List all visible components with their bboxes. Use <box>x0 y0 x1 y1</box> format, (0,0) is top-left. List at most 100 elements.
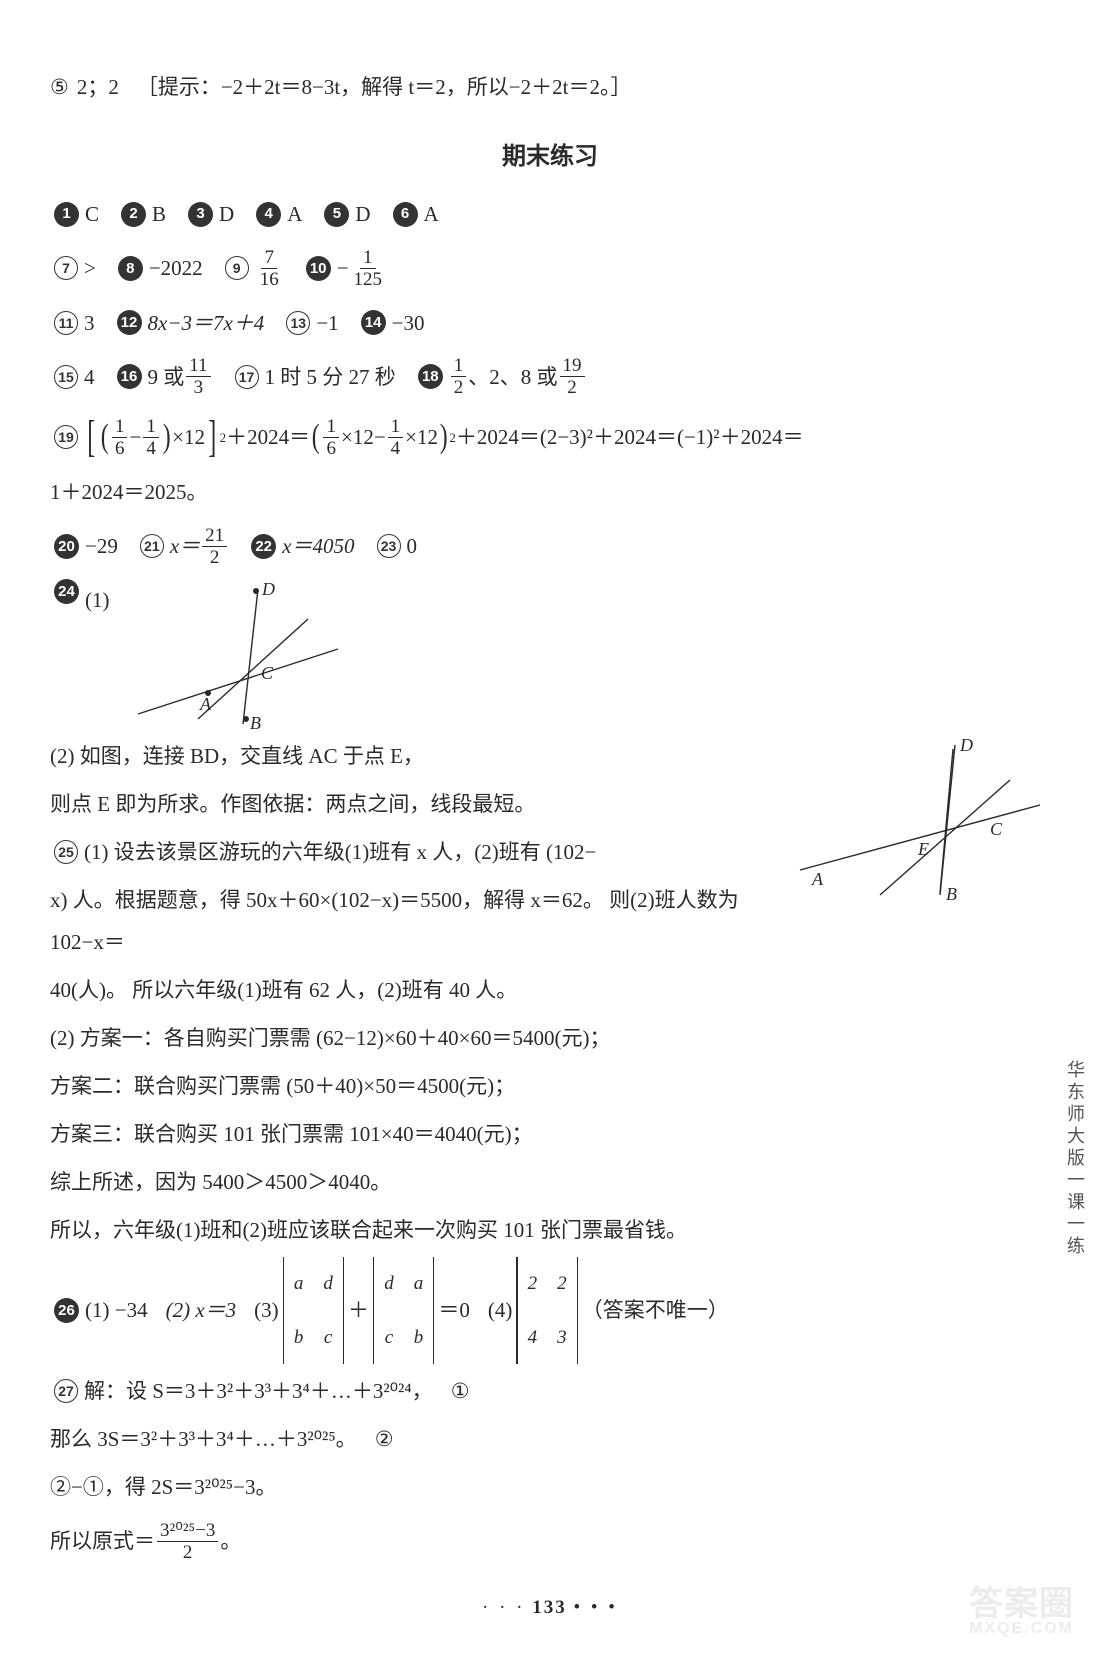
qnum-26: 26 <box>54 1298 79 1323</box>
qnum-3: 3 <box>188 202 213 227</box>
q19-tail: ＋2024＝(2−3)²＋2024＝(−1)²＋2024＝ <box>456 410 804 465</box>
q26-row: 26 (1) −34 (2) x＝3 (3) adbc ＋ dacb ＝0 (4… <box>50 1257 1050 1364</box>
ans-18-mid: 、2、8 或 <box>468 350 557 405</box>
ans-21-pre: x＝ <box>170 519 200 574</box>
qnum-13: 13 <box>286 311 310 335</box>
q26-det3: 2243 <box>516 1257 577 1364</box>
svg-text:E: E <box>917 839 929 859</box>
qnum-17: 17 <box>235 365 259 389</box>
svg-text:D: D <box>959 735 973 755</box>
q25-l5: 方案二：联合购买门票需 (50＋40)×50＝4500(元)； <box>50 1065 1050 1107</box>
qnum-22: 22 <box>251 534 276 559</box>
q25-l6: 方案三：联合购买 101 张门票需 101×40＝4040(元)； <box>50 1113 1050 1155</box>
svg-text:B: B <box>946 884 957 904</box>
qnum-1: 1 <box>54 202 79 227</box>
q26-p3pre: (3) <box>254 1283 279 1338</box>
answers-row-3: 113 128x−3＝7x＋4 13−1 14−30 <box>50 302 1050 344</box>
svg-text:A: A <box>199 694 212 714</box>
q27-l4: 所以原式＝ 3²⁰²⁵−32 。 <box>50 1514 1050 1569</box>
ans-14: −30 <box>392 302 425 344</box>
ans-18-frac-b: 192 <box>560 356 585 397</box>
answers-row-5b: 1＋2024＝2025。 <box>50 471 1050 513</box>
q25-l8: 所以，六年级(1)班和(2)班应该联合起来一次购买 101 张门票最省钱。 <box>50 1209 1050 1251</box>
q27-result-frac: 3²⁰²⁵−32 <box>157 1521 218 1562</box>
q26-p4pre: (4) <box>488 1283 513 1338</box>
svg-text:C: C <box>261 663 274 683</box>
ans-16-frac: 113 <box>186 356 210 397</box>
footer-dots-right: • • • <box>574 1597 618 1618</box>
answers-row-1: 1C 2B 3D 4A 5D 6A <box>50 193 1050 235</box>
q19-frac-4: 14 <box>388 417 404 458</box>
qnum-2: 2 <box>121 202 146 227</box>
q25-l7: 综上所述，因为 5400＞4500＞4040。 <box>50 1161 1050 1203</box>
svg-text:A: A <box>811 869 824 889</box>
ans-11: 3 <box>84 302 95 344</box>
answers-row-2: 7> 8−2022 9 716 10 − 1125 <box>50 241 1050 296</box>
q25-l4: (2) 方案一：各自购买门票需 (62−12)×60＋40×60＝5400(元)… <box>50 1017 1050 1059</box>
qnum-10: 10 <box>306 256 331 281</box>
page: ⑤ 2；2 ［提示：−2＋2t＝8−3t，解得 t＝2，所以−2＋2t＝2。］ … <box>0 0 1100 1659</box>
qnum-24: 24 <box>54 579 79 604</box>
q19-frac-1: 16 <box>112 417 128 458</box>
qnum-27: 27 <box>54 1379 78 1403</box>
svg-text:C: C <box>990 819 1003 839</box>
ans-7: > <box>84 241 96 296</box>
qnum-21: 21 <box>140 534 164 558</box>
q26-det1: adbc <box>283 1257 344 1364</box>
ans-23: 0 <box>407 519 418 574</box>
answers-row-5: 19 [( 16 − 14 )×12]2 ＋2024＝ ( 16 ×12− 14… <box>50 410 1050 465</box>
ans-21-frac: 212 <box>202 526 227 567</box>
top-hint: ［提示：−2＋2t＝8−3t，解得 t＝2，所以−2＋2t＝2。］ <box>137 66 632 108</box>
q25-l2: x) 人。根据题意，得 50x＋60×(102−x)＝5500，解得 x＝62。… <box>50 879 780 963</box>
section-title: 期末练习 <box>50 136 1050 171</box>
q26-p4post: （答案不唯一） <box>582 1283 729 1338</box>
qnum-19: 19 <box>54 425 78 449</box>
q26-p2: (2) x＝3 <box>166 1283 237 1338</box>
q24-2a: (2) 如图，连接 BD，交直线 AC 于点 E， <box>50 735 780 777</box>
qnum-12: 12 <box>117 310 142 335</box>
ans-16a: 9 或 <box>148 350 185 405</box>
q24-2b: 则点 E 即为所求。作图依据：两点之间，线段最短。 <box>50 783 780 825</box>
ans-10-frac: 1125 <box>351 248 386 289</box>
q26-p1: (1) −34 <box>85 1283 148 1338</box>
ans-20: −29 <box>85 519 118 574</box>
page-footer: · · · 133 • • • <box>50 1597 1050 1619</box>
ans-4: A <box>287 193 302 235</box>
ans-1: C <box>85 193 99 235</box>
q19-frac-2: 14 <box>143 417 159 458</box>
ans-2: B <box>152 193 166 235</box>
qnum-11: 11 <box>54 311 78 335</box>
qnum-5: 5 <box>324 202 349 227</box>
ans-17: 1 时 5 分 27 秒 <box>265 350 396 405</box>
top-hint-line: ⑤ 2；2 ［提示：−2＋2t＝8−3t，解得 t＝2，所以−2＋2t＝2。］ <box>50 66 1050 108</box>
q27-l2: 那么 3S＝3²＋3³＋3⁴＋…＋3²⁰²⁵。② <box>50 1418 1050 1460</box>
answers-row-6: 20−29 21 x＝ 212 22x＝4050 230 <box>50 519 1050 574</box>
qnum-18: 18 <box>418 364 443 389</box>
footer-page-number: 133 <box>532 1597 567 1618</box>
ans-18-frac-a: 12 <box>451 356 467 397</box>
q26-det2: dacb <box>373 1257 434 1364</box>
svg-text:D: D <box>261 579 275 599</box>
ans-13: −1 <box>316 302 338 344</box>
qnum-25: 25 <box>54 840 78 864</box>
qnum-4: 4 <box>256 202 281 227</box>
q19-frac-3: 16 <box>323 417 339 458</box>
ans-3: D <box>219 193 234 235</box>
ans-12: 8x−3＝7x＋4 <box>148 302 265 344</box>
watermark-small: MXQE.COM <box>969 1621 1074 1637</box>
watermark: 答案圈 MXQE.COM <box>969 1587 1074 1637</box>
qnum-23: 23 <box>377 534 401 558</box>
qnum-15: 15 <box>54 365 78 389</box>
circled-5: ⑤ <box>50 66 69 108</box>
qnum-20: 20 <box>54 534 79 559</box>
q25-l1: 25 (1) 设去该景区游玩的六年级(1)班有 x 人，(2)班有 (102− <box>50 831 780 873</box>
answers-row-4: 154 16 9 或 113 171 时 5 分 27 秒 18 12 、2、8… <box>50 350 1050 405</box>
q24-figure: A B C D <box>128 579 348 729</box>
qnum-9: 9 <box>225 256 249 280</box>
q25-l3: 40(人)。 所以六年级(1)班有 62 人，(2)班有 40 人。 <box>50 969 1050 1011</box>
top-answer: 2；2 <box>77 66 119 108</box>
q24-sub: (1) <box>85 579 110 621</box>
qnum-8: 8 <box>118 256 143 281</box>
qnum-16: 16 <box>117 364 142 389</box>
ans-10-neg: − <box>337 241 349 296</box>
